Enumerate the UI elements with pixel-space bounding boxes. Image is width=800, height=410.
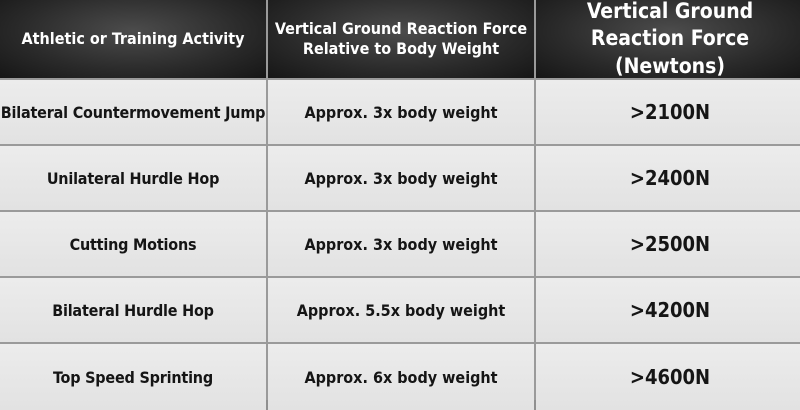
header-activity: Athletic or Training Activity [0,0,266,78]
table-cell-newtons: >4600N [536,344,800,410]
table-cell-newtons: >2400N [536,146,800,210]
table-cell-activity: Unilateral Hurdle Hop [0,146,266,210]
header-relative-force: Vertical Ground Reaction Force Relative … [268,0,534,78]
table-cell-relative-force: Approx. 3x body weight [268,146,534,210]
table-cell-relative-force: Approx. 3x body weight [268,80,534,144]
table-cell-relative-force: Approx. 6x body weight [268,344,534,410]
table-cell-relative-force: Approx. 3x body weight [268,212,534,276]
header-force-newtons: Vertical Ground Reaction Force (Newtons) [536,0,800,78]
table-cell-relative-force: Approx. 5.5x body weight [268,278,534,342]
table-cell-activity: Top Speed Sprinting [0,344,266,410]
table-cell-activity: Cutting Motions [0,212,266,276]
table-cell-activity: Bilateral Hurdle Hop [0,278,266,342]
table-cell-newtons: >2100N [536,80,800,144]
table-cell-newtons: >2500N [536,212,800,276]
table-cell-newtons: >4200N [536,278,800,342]
table-cell-activity: Bilateral Countermovement Jump [0,80,266,144]
